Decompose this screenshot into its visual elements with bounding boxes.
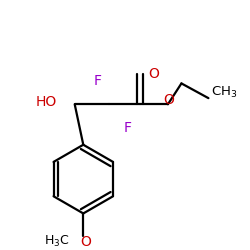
Text: F: F bbox=[124, 120, 132, 134]
Text: H$_3$C: H$_3$C bbox=[44, 234, 69, 249]
Text: O: O bbox=[164, 93, 174, 107]
Text: HO: HO bbox=[36, 95, 57, 109]
Text: O: O bbox=[80, 235, 91, 249]
Text: O: O bbox=[148, 66, 159, 80]
Text: CH$_3$: CH$_3$ bbox=[211, 84, 238, 100]
Text: F: F bbox=[94, 74, 102, 88]
